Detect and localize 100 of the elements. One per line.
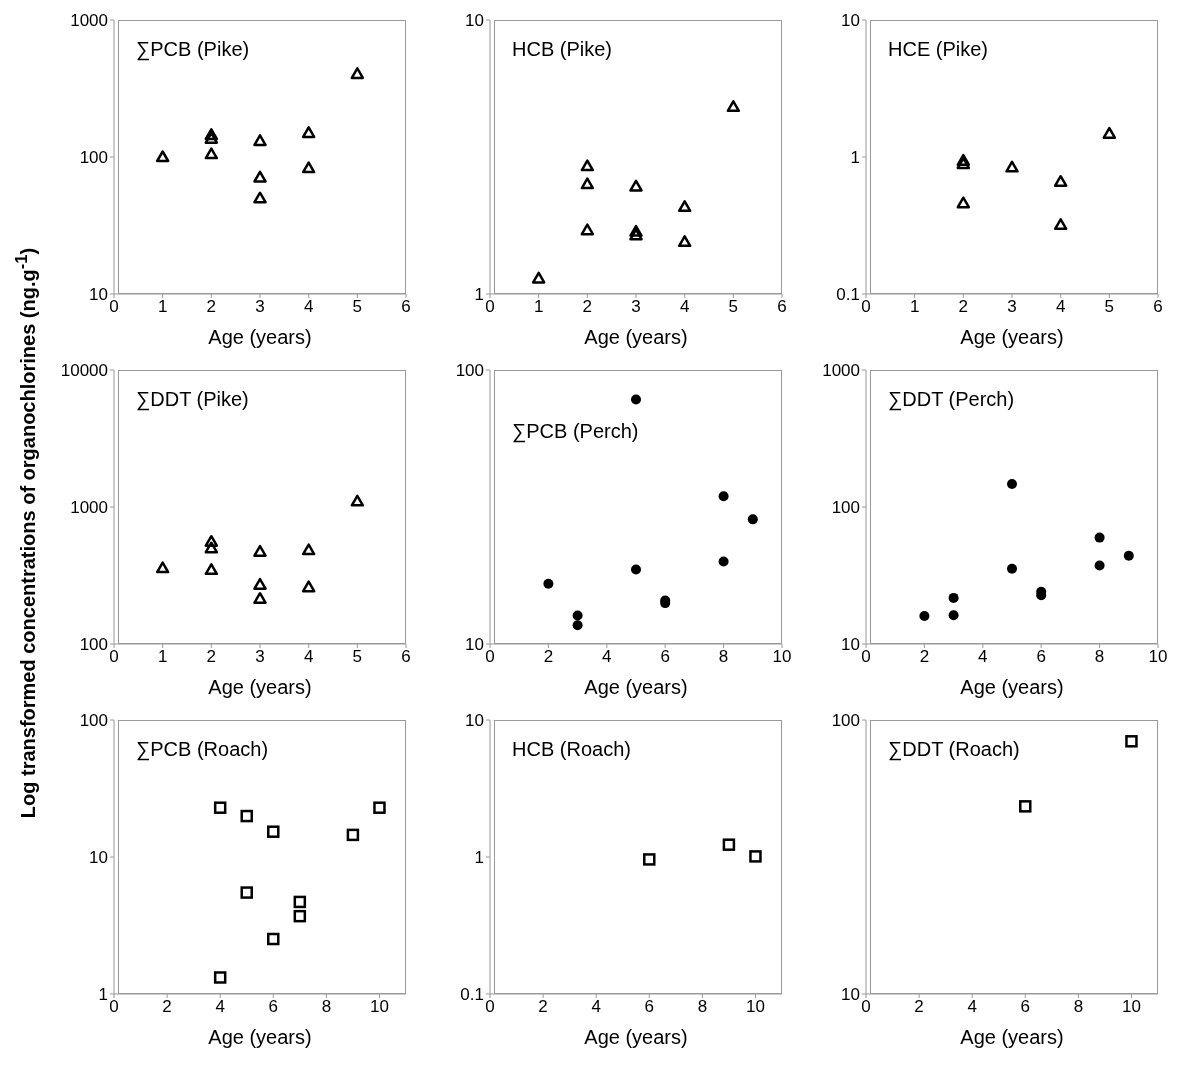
- x-axis-title: Age (years): [207, 325, 313, 350]
- x-tick-label: 0: [485, 297, 495, 317]
- point: [531, 271, 546, 284]
- x-tick-label: 4: [602, 647, 612, 667]
- x-tick-label: 0: [485, 647, 495, 667]
- x-tick-label: 0: [485, 997, 495, 1017]
- text: ∑DDT (Perch): [888, 388, 1015, 411]
- point: [253, 134, 267, 147]
- point: [580, 159, 595, 172]
- point: [629, 179, 643, 192]
- y-tick-label: 0.1: [460, 985, 484, 1005]
- point: [677, 200, 692, 213]
- x-tick-label: 4: [215, 997, 225, 1017]
- x-axis-title: Age (years): [583, 325, 689, 350]
- y-tick-label: 0.1: [836, 285, 860, 305]
- point: [919, 611, 930, 622]
- point: [1053, 218, 1068, 231]
- point: [155, 150, 170, 163]
- x-tick-label: 2: [206, 297, 217, 317]
- x-tick-label: 2: [914, 997, 924, 1017]
- x-axis-title: Age (years): [959, 1025, 1065, 1050]
- x-axis-title: Age (years): [207, 675, 313, 700]
- x-tick-label: 3: [631, 297, 641, 317]
- y-tick-label: 1: [850, 148, 860, 168]
- point: [1007, 479, 1017, 490]
- x-tick-label: 5: [1104, 297, 1115, 317]
- point: [718, 491, 729, 502]
- x-tick-label: 0: [861, 997, 871, 1017]
- point: [293, 895, 307, 909]
- y-tick-label: 100: [455, 361, 484, 381]
- point: [293, 909, 307, 923]
- x-tick-label: 6: [1153, 297, 1163, 317]
- point: [1005, 160, 1019, 173]
- point: [350, 67, 365, 80]
- point: [301, 543, 316, 556]
- x-tick-label: 6: [644, 997, 655, 1017]
- x-tick-label: 6: [401, 647, 411, 667]
- point: [629, 228, 643, 241]
- point: [346, 828, 360, 842]
- x-tick-label: 8: [1073, 997, 1084, 1017]
- x-tick-label: 1: [157, 647, 168, 667]
- x-axis-title: Age (years): [959, 675, 1065, 700]
- x-tick-label: 8: [718, 647, 729, 667]
- point: [749, 850, 762, 863]
- x-tick-label: 5: [728, 297, 739, 317]
- point: [204, 147, 219, 160]
- x-tick-label: 0: [861, 297, 871, 317]
- point: [253, 591, 267, 604]
- x-tick-label: 4: [978, 647, 988, 667]
- x-tick-label: 5: [352, 297, 363, 317]
- y-tick-label: 100: [831, 711, 860, 731]
- point: [213, 801, 227, 814]
- x-tick-label: 0: [109, 297, 119, 317]
- point: [718, 556, 729, 567]
- point: [1102, 126, 1117, 139]
- x-tick-label: 1: [157, 297, 168, 317]
- point: [956, 153, 971, 166]
- x-tick-label: 4: [679, 297, 690, 317]
- text: HCB (Roach): [512, 738, 631, 761]
- text: ∑DDT (Roach): [888, 738, 1020, 761]
- point: [631, 394, 641, 405]
- x-tick-label: 6: [1020, 997, 1031, 1017]
- point: [631, 564, 641, 575]
- text: ∑DDT (Pike): [136, 388, 249, 411]
- y-tick-label: 10000: [60, 361, 108, 381]
- point: [643, 853, 656, 866]
- x-tick-label: 2: [543, 647, 554, 667]
- point: [253, 544, 267, 557]
- x-tick-label: 1: [533, 297, 544, 317]
- point: [267, 825, 280, 838]
- x-tick-label: 4: [967, 997, 977, 1017]
- x-tick-label: 4: [591, 997, 601, 1017]
- point: [1007, 563, 1017, 574]
- point: [956, 157, 971, 170]
- x-tick-label: 4: [303, 647, 314, 667]
- x-tick-label: 3: [255, 297, 265, 317]
- text: HCB (Pike): [512, 38, 613, 61]
- point: [747, 514, 758, 525]
- point: [1053, 174, 1068, 187]
- x-tick-label: 10: [1148, 647, 1168, 667]
- x-tick-label: 2: [206, 647, 217, 667]
- point: [580, 177, 595, 190]
- point: [580, 223, 595, 236]
- y-tick-label: 10: [841, 11, 860, 31]
- y-tick-label: 1000: [70, 11, 108, 31]
- point: [722, 838, 736, 851]
- point: [350, 494, 365, 507]
- point: [155, 561, 170, 574]
- x-tick-label: 10: [772, 647, 792, 667]
- point: [240, 886, 253, 899]
- x-tick-label: 4: [1055, 297, 1066, 317]
- point: [301, 161, 316, 174]
- x-tick-label: 3: [255, 647, 265, 667]
- point: [373, 801, 386, 814]
- y-tick-label: 10: [465, 711, 484, 731]
- point: [1123, 550, 1134, 561]
- y-tick-label: 1000: [822, 361, 860, 381]
- x-tick-label: 8: [321, 997, 332, 1017]
- text: ∑PCB (Perch): [512, 420, 639, 443]
- x-tick-label: 8: [697, 997, 708, 1017]
